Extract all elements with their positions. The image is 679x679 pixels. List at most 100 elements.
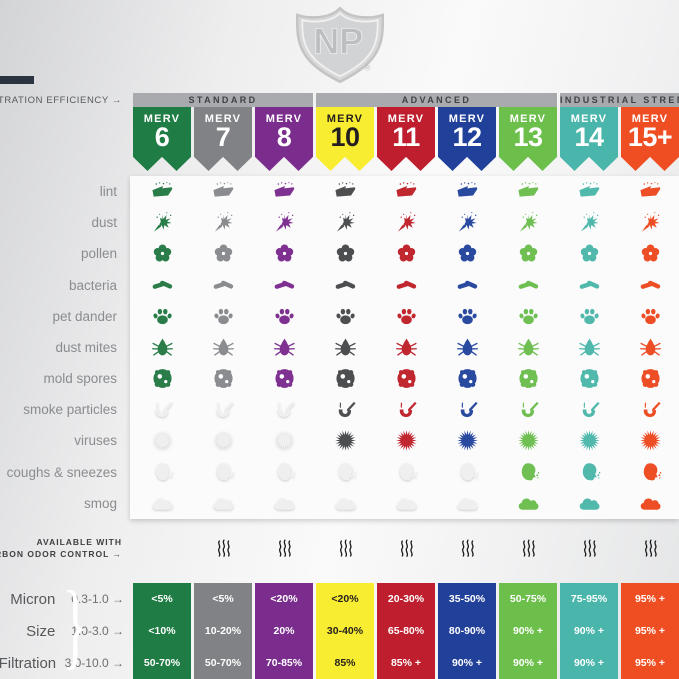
lint-icon xyxy=(377,176,435,207)
lint-icon xyxy=(395,182,416,197)
duster-icon xyxy=(621,207,679,238)
sneeze-icon xyxy=(155,462,173,480)
contaminant-row-smog: smog xyxy=(0,488,679,519)
duster-icon xyxy=(377,207,435,238)
carbon-cell-7 xyxy=(194,524,252,572)
cloud-icon xyxy=(560,488,618,519)
table-value-cell: 35-50% xyxy=(448,593,486,605)
sneeze-icon xyxy=(621,457,679,488)
lint-icon xyxy=(438,176,496,207)
sneeze-icon xyxy=(438,457,496,488)
pipe-icon xyxy=(194,394,252,425)
filtration-efficiency-label: FILTRATION EFFICIENCY → xyxy=(0,94,122,106)
merv-banner-12: MERV 12 xyxy=(438,107,496,171)
spore-icon xyxy=(579,369,599,389)
table-col-merv-7: <5% 10-20% 50-70% xyxy=(194,583,252,679)
flower-icon xyxy=(255,238,313,269)
rod-icon xyxy=(274,280,294,289)
spore-icon xyxy=(457,369,477,389)
pipe-icon xyxy=(643,402,661,418)
flower-icon xyxy=(133,238,191,269)
flower-icon xyxy=(641,244,659,262)
mite-icon xyxy=(517,338,539,356)
paw-icon xyxy=(560,301,618,332)
spore-icon xyxy=(438,363,496,394)
shield-icon: NP ® xyxy=(295,6,384,84)
cloud-icon xyxy=(255,488,313,519)
contaminant-row-bacteria: bacteria xyxy=(0,270,679,301)
sneeze-icon xyxy=(499,457,557,488)
table-value-cell: 90% + xyxy=(512,657,544,669)
banner-spacer xyxy=(0,107,130,171)
mite-icon xyxy=(560,332,618,363)
cloud-icon xyxy=(213,498,233,510)
flower-icon xyxy=(194,238,252,269)
carbon-cell-11 xyxy=(377,524,435,572)
corner-strip xyxy=(0,76,34,84)
duster-icon xyxy=(560,207,618,238)
cloud-icon xyxy=(499,488,557,519)
cloud-icon xyxy=(621,488,679,519)
rod-icon xyxy=(621,270,679,301)
merv-banner-title: MERV xyxy=(570,113,608,125)
lint-icon xyxy=(151,182,172,197)
merv-banner-number: 12 xyxy=(452,122,482,153)
flower-icon xyxy=(621,238,679,269)
table-value-cell: 90% + xyxy=(512,625,544,637)
table-value-cell: 10-20% xyxy=(204,625,242,637)
table-value-cell: 50-75% xyxy=(509,593,547,605)
carbon-odor-label-line2: +CARBON ODOR CONTROL → xyxy=(0,549,122,559)
merv-banner-15+: MERV 15+ xyxy=(621,107,679,171)
carbon-cell-8 xyxy=(255,524,313,572)
row-label: pollen xyxy=(80,246,117,262)
steam-icon xyxy=(583,539,596,557)
duster-icon xyxy=(153,212,172,232)
sneeze-icon xyxy=(460,462,478,480)
virus-icon xyxy=(639,430,661,452)
paw-icon xyxy=(213,308,233,324)
table-value-cell: 85% + xyxy=(390,657,422,669)
virus-icon xyxy=(456,430,478,452)
pipe-icon xyxy=(560,394,618,425)
row-label: dust xyxy=(91,215,117,231)
merv-banner-number: 8 xyxy=(276,122,292,153)
virus-icon xyxy=(194,425,252,456)
spore-icon xyxy=(255,363,313,394)
duster-icon xyxy=(580,212,599,232)
table-col-merv-14: 75-95% 90% + 90% + xyxy=(560,583,618,679)
paw-icon xyxy=(457,308,477,324)
rod-icon xyxy=(133,270,191,301)
spore-icon xyxy=(396,369,416,389)
mite-icon xyxy=(578,338,600,356)
pipe-icon xyxy=(133,394,191,425)
cloud-icon xyxy=(438,488,496,519)
lint-icon xyxy=(621,176,679,207)
table-value-cell: 80-90% xyxy=(448,625,486,637)
steam-icon xyxy=(644,539,657,557)
group-band-industrial-strength: INDUSTRIAL STRENGTH xyxy=(560,93,679,107)
rod-icon xyxy=(335,280,355,289)
cloud-icon xyxy=(396,498,416,510)
merv-banner-7: MERV 7 xyxy=(194,107,252,171)
carbon-cell-12 xyxy=(438,524,496,572)
virus-icon xyxy=(499,425,557,456)
table-row-range: 3.0-10.0 → xyxy=(64,656,124,670)
carbon-cell-14 xyxy=(560,524,618,572)
paw-icon xyxy=(274,308,294,324)
sneeze-icon xyxy=(338,462,356,480)
merv-banner-10: MERV 10 xyxy=(316,107,374,171)
merv-banner-title: MERV xyxy=(448,113,486,125)
logo-registered: ® xyxy=(364,63,371,73)
spore-icon xyxy=(316,363,374,394)
flower-icon xyxy=(438,238,496,269)
rod-icon xyxy=(457,280,477,289)
steam-icon xyxy=(339,539,352,557)
merv-banner-6: MERV 6 xyxy=(133,107,191,171)
paw-icon xyxy=(335,308,355,324)
duster-icon xyxy=(499,207,557,238)
lint-icon xyxy=(273,182,294,197)
carbon-odor-label: AVAILABLE WITH +CARBON ODOR CONTROL → xyxy=(0,524,130,572)
table-row-range: 1.0-3.0 → xyxy=(71,624,124,638)
steam-icon xyxy=(278,539,291,557)
spore-icon xyxy=(377,363,435,394)
